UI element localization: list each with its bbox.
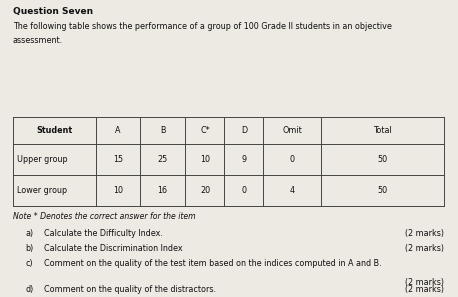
Text: 4: 4: [289, 186, 294, 195]
Text: 0: 0: [289, 155, 294, 164]
Text: Note * Denotes the correct answer for the item: Note * Denotes the correct answer for th…: [13, 212, 196, 221]
Text: 16: 16: [158, 186, 168, 195]
Text: Upper group: Upper group: [17, 155, 68, 164]
Text: Student: Student: [37, 126, 72, 135]
Text: b): b): [25, 244, 33, 253]
Text: c): c): [25, 259, 33, 268]
Text: D: D: [241, 126, 247, 135]
Text: 0: 0: [241, 186, 246, 195]
Text: The following table shows the performance of a group of 100 Grade II students in: The following table shows the performanc…: [13, 22, 392, 31]
Text: 50: 50: [377, 186, 387, 195]
Text: Lower group: Lower group: [17, 186, 67, 195]
Text: Omit: Omit: [282, 126, 302, 135]
Text: B: B: [160, 126, 165, 135]
Text: (2 marks): (2 marks): [405, 229, 444, 238]
Text: Calculate the Difficulty Index.: Calculate the Difficulty Index.: [44, 229, 163, 238]
Text: 10: 10: [113, 186, 123, 195]
Text: (2 marks): (2 marks): [405, 278, 444, 287]
Text: 10: 10: [200, 155, 210, 164]
Text: 50: 50: [377, 155, 387, 164]
Text: d): d): [25, 285, 33, 294]
Text: Total: Total: [373, 126, 392, 135]
Text: (2 marks): (2 marks): [405, 285, 444, 294]
Text: Comment on the quality of the distractors.: Comment on the quality of the distractor…: [44, 285, 216, 294]
Text: Question Seven: Question Seven: [13, 7, 93, 16]
Text: Comment on the quality of the test item based on the indices computed in A and B: Comment on the quality of the test item …: [44, 259, 381, 268]
Text: C*: C*: [200, 126, 210, 135]
Text: 15: 15: [113, 155, 123, 164]
Text: 25: 25: [158, 155, 168, 164]
Text: Calculate the Discrimination Index: Calculate the Discrimination Index: [44, 244, 182, 253]
Text: assessment.: assessment.: [13, 36, 63, 45]
Text: A: A: [115, 126, 121, 135]
Text: a): a): [25, 229, 33, 238]
Text: (2 marks): (2 marks): [405, 244, 444, 253]
Text: 20: 20: [200, 186, 210, 195]
Text: 9: 9: [241, 155, 246, 164]
